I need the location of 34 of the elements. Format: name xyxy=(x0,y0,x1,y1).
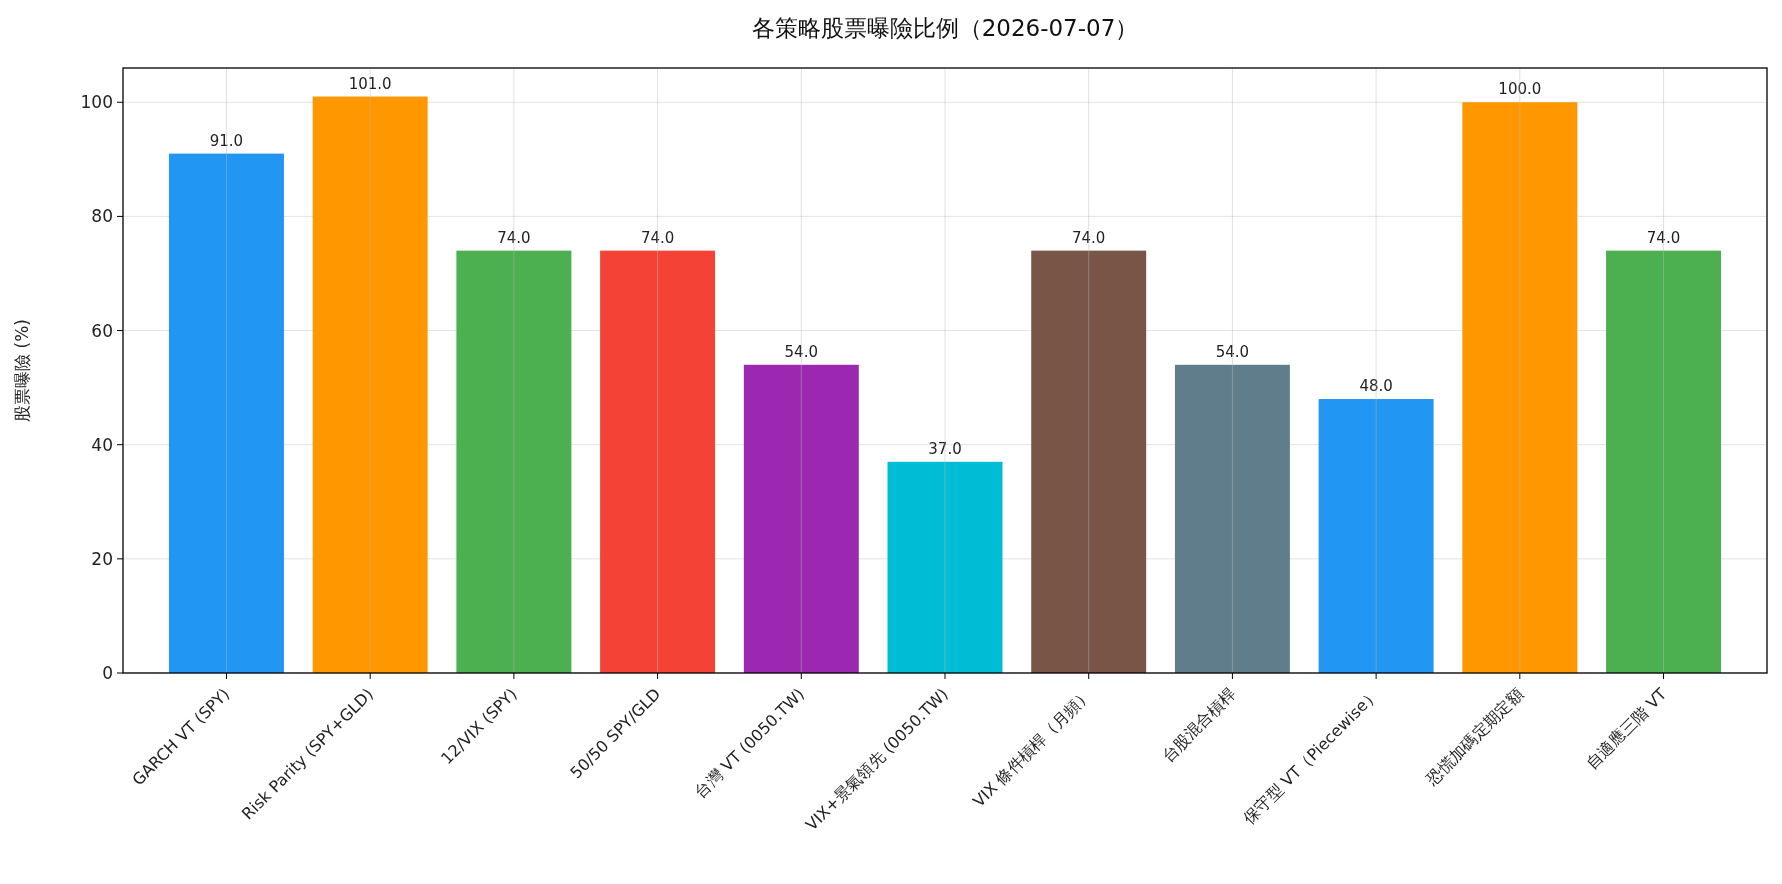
x-tick-label: 台股混合槓桿 xyxy=(1157,684,1240,766)
bar xyxy=(743,364,859,673)
bar xyxy=(887,461,1003,673)
y-tick-label: 80 xyxy=(91,206,113,227)
y-tick-label: 20 xyxy=(91,548,113,569)
bar xyxy=(600,250,716,673)
x-tick-label: 恐慌加碼定期定額 xyxy=(1422,684,1527,790)
chart-title: 各策略股票曝險比例（2026-07-07） xyxy=(751,15,1139,41)
bar xyxy=(1606,250,1722,673)
y-tick-label: 100 xyxy=(80,92,113,113)
bar xyxy=(456,250,572,673)
data-label: 54.0 xyxy=(784,342,818,361)
data-label: 48.0 xyxy=(1359,377,1393,396)
y-tick-label: 0 xyxy=(102,663,113,683)
bar xyxy=(1174,364,1290,673)
y-tick-label: 60 xyxy=(91,320,113,341)
bar xyxy=(1462,102,1578,673)
data-label: 54.0 xyxy=(1215,342,1250,361)
data-label: 37.0 xyxy=(928,439,962,458)
x-tick-label: VIX 條件槓桿（月頻） xyxy=(969,684,1096,811)
data-label: 91.0 xyxy=(209,131,244,150)
data-label: 101.0 xyxy=(348,74,392,93)
bar xyxy=(312,96,428,673)
bar xyxy=(1031,250,1147,673)
data-label: 74.0 xyxy=(1072,228,1106,247)
bar xyxy=(1318,399,1434,673)
y-axis-title: 股票曝險 (%) xyxy=(12,319,32,422)
data-label: 74.0 xyxy=(640,228,675,247)
data-label: 100.0 xyxy=(1498,80,1542,99)
y-tick-label: 40 xyxy=(91,434,113,455)
data-label: 74.0 xyxy=(497,228,531,247)
bar xyxy=(168,153,284,673)
x-tick-label: 自適應三階 VT xyxy=(1582,684,1671,773)
data-label: 74.0 xyxy=(1646,228,1681,247)
